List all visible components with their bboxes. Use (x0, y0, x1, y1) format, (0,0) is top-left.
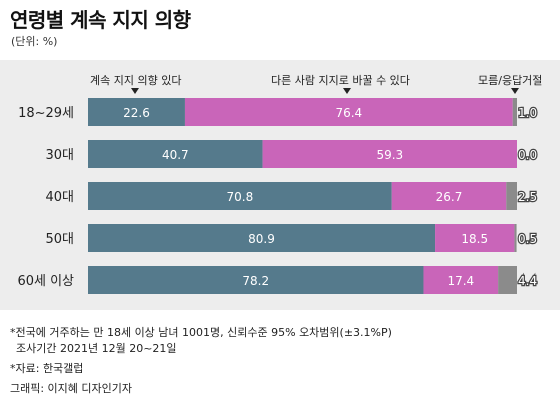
data-label: 4.4 (518, 274, 537, 288)
bar-segment-3-row-3 (506, 182, 517, 210)
data-label: 0.0 (518, 148, 537, 162)
data-label: 17.4 (447, 274, 474, 288)
category-label: 60세 이상 (17, 274, 74, 289)
data-label: 70.8 (227, 190, 254, 204)
bar-segment-1-row-2 (88, 140, 263, 168)
legend-pointer-unknown (511, 88, 519, 94)
data-label: 22.6 (123, 106, 150, 120)
bar-segment-1-row-5 (88, 266, 424, 294)
bar-segment-2-row-2 (262, 140, 517, 168)
category-label: 30대 (45, 148, 74, 163)
bar-segment-3-row-4 (514, 224, 517, 252)
data-label: 59.3 (376, 148, 403, 162)
data-label: 80.9 (248, 232, 275, 246)
footnote-period: 조사기간 2021년 12월 20~21일 (16, 342, 177, 355)
bar-segment-2-row-3 (391, 182, 507, 210)
data-label: 78.2 (242, 274, 269, 288)
legend-label-switch: 다른 사람 지지로 바꿀 수 있다 (271, 74, 410, 87)
footnote-survey: *전국에 거주하는 만 18세 이상 남녀 1001명, 신뢰수준 95% 오차… (10, 326, 392, 339)
bar-segment-2-row-5 (423, 266, 499, 294)
bar-segment-2-row-1 (184, 98, 513, 126)
data-label: 76.4 (335, 106, 362, 120)
legend-pointer-switch (343, 88, 351, 94)
category-label: 50대 (45, 232, 74, 247)
footnote-source: *자료: 한국갤럽 (10, 362, 84, 375)
data-label: 1.0 (518, 106, 537, 120)
footnote-credit: 그래픽: 이지혜 디자인기자 (10, 382, 133, 395)
data-label: 2.5 (518, 190, 537, 204)
category-label: 40대 (45, 190, 74, 205)
category-label: 18~29세 (18, 106, 74, 121)
data-label: 40.7 (162, 148, 189, 162)
unit-label: (단위: %) (11, 35, 58, 48)
chart-title: 연령별 계속 지지 의향 (10, 8, 191, 32)
data-label: 18.5 (461, 232, 488, 246)
bar-segment-1-row-4 (88, 224, 436, 252)
bar-segment-3-row-5 (498, 266, 517, 294)
legend-label-continue: 계속 지지 의향 있다 (90, 74, 182, 87)
legend-pointer-continue (131, 88, 139, 94)
legend-label-unknown: 모름/응답거절 (478, 74, 543, 87)
data-label: 0.5 (518, 232, 537, 246)
data-label: 26.7 (436, 190, 463, 204)
bar-segment-3-row-1 (512, 98, 517, 126)
bar-segment-1-row-1 (88, 98, 185, 126)
bar-segment-2-row-4 (435, 224, 515, 252)
bar-segment-1-row-3 (88, 182, 392, 210)
bar-chart: 18~29세 22.6 76.4 1.0 30대 40.7 59.3 0.0 40대 70.8 26… (17, 98, 538, 294)
footnotes: *전국에 거주하는 만 18세 이상 남녀 1001명, 신뢰수준 95% 오차… (10, 325, 392, 397)
